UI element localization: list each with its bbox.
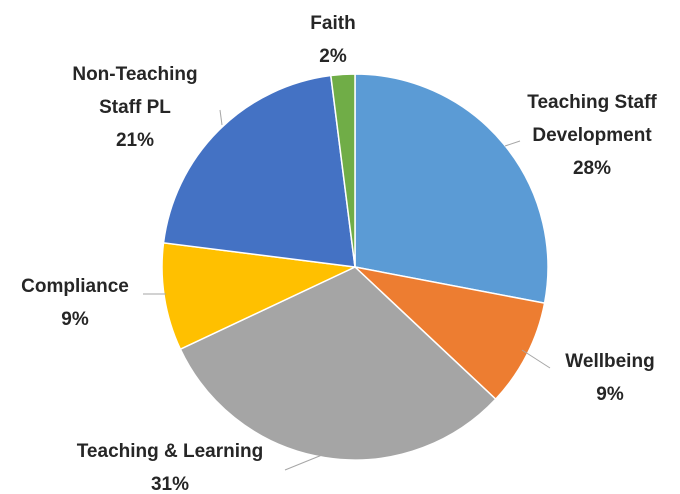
pie-slice bbox=[329, 73, 356, 268]
label-line: Teaching & Learning bbox=[77, 441, 264, 462]
label-line: Compliance bbox=[21, 276, 129, 297]
leader-line bbox=[284, 454, 323, 471]
label-line: Development bbox=[532, 125, 652, 146]
pie-slice bbox=[162, 74, 356, 268]
pie-slice bbox=[352, 265, 546, 401]
label-line: Wellbeing bbox=[565, 351, 654, 372]
leader-line bbox=[521, 349, 551, 369]
value-label: 2% bbox=[319, 46, 347, 67]
leader-line bbox=[504, 140, 521, 147]
value-label: 21% bbox=[116, 130, 154, 151]
slice-label: Compliance bbox=[21, 276, 129, 297]
value-label: 31% bbox=[151, 474, 189, 494]
label-line: Faith bbox=[310, 13, 355, 34]
slice-label: Wellbeing bbox=[565, 351, 654, 372]
pie-slice bbox=[179, 266, 497, 461]
value-label: 28% bbox=[573, 158, 611, 179]
pie-slice bbox=[354, 73, 549, 305]
value-label: 9% bbox=[596, 384, 624, 405]
slice-label: Non-Teaching Staff PL bbox=[72, 64, 197, 118]
value-label: 9% bbox=[61, 309, 89, 330]
leader-line bbox=[219, 109, 223, 126]
slice-label: Teaching & Learning bbox=[77, 441, 264, 462]
pie-slice bbox=[161, 241, 358, 351]
slice-label: Faith bbox=[310, 13, 355, 34]
slice-label: Teaching Staff Development bbox=[527, 92, 657, 146]
label-line: Teaching Staff bbox=[527, 92, 657, 113]
label-line: Staff PL bbox=[99, 97, 171, 118]
label-line: Non-Teaching bbox=[72, 64, 197, 85]
